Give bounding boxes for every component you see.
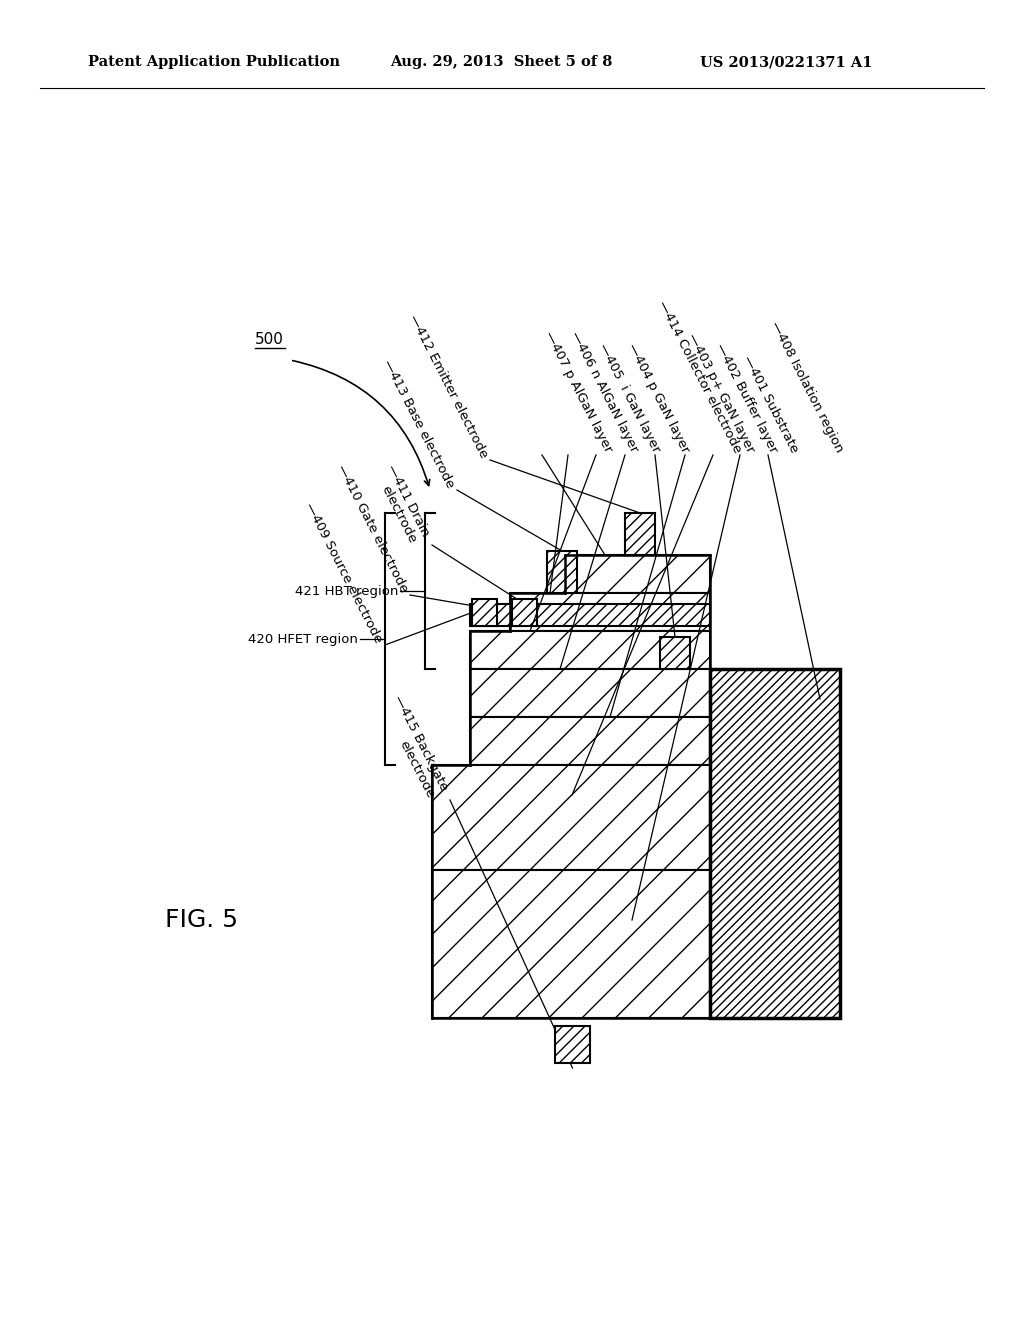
Bar — [660, 638, 690, 669]
Text: 421 HBT region: 421 HBT region — [295, 585, 398, 598]
Bar — [472, 599, 497, 626]
Bar — [547, 550, 577, 593]
Bar — [565, 554, 710, 593]
Text: —403 p+ GaN layer: —403 p+ GaN layer — [685, 331, 757, 455]
Text: —414 Collector electrode: —414 Collector electrode — [655, 298, 743, 455]
Text: 500: 500 — [255, 333, 284, 347]
Text: —402 Buffer layer: —402 Buffer layer — [713, 341, 779, 455]
Text: —408 Isolation region: —408 Isolation region — [768, 319, 846, 455]
Text: US 2013/0221371 A1: US 2013/0221371 A1 — [700, 55, 872, 69]
Text: —405  i GaN layer: —405 i GaN layer — [596, 342, 663, 455]
Text: —404 p GaN layer: —404 p GaN layer — [625, 341, 691, 455]
Text: —413 Base electrode: —413 Base electrode — [381, 358, 457, 490]
Text: —409 Source electrode: —409 Source electrode — [303, 500, 385, 645]
Text: —410 Gate electrode: —410 Gate electrode — [334, 463, 410, 595]
Text: —412 Emitter electrode: —412 Emitter electrode — [407, 313, 490, 459]
Bar — [625, 513, 655, 554]
Text: —407 p AlGaN layer: —407 p AlGaN layer — [542, 330, 614, 455]
Text: —401 Substrate: —401 Substrate — [740, 354, 801, 455]
Bar — [470, 669, 710, 717]
Text: 420 HFET region: 420 HFET region — [248, 632, 358, 645]
Bar — [710, 669, 840, 1018]
Bar — [555, 1026, 590, 1063]
Text: —406 n AlGaN layer: —406 n AlGaN layer — [568, 330, 640, 455]
Text: —415 Backgate
electrode: —415 Backgate electrode — [377, 693, 450, 800]
Text: FIG. 5: FIG. 5 — [165, 908, 238, 932]
Bar — [432, 870, 710, 1018]
Text: Patent Application Publication: Patent Application Publication — [88, 55, 340, 69]
Bar — [510, 593, 710, 631]
Bar — [432, 766, 710, 870]
Bar — [470, 717, 710, 766]
Text: —411 Drain
electrode: —411 Drain electrode — [372, 462, 432, 545]
Text: Aug. 29, 2013  Sheet 5 of 8: Aug. 29, 2013 Sheet 5 of 8 — [390, 55, 612, 69]
Bar — [470, 631, 710, 669]
Bar — [512, 599, 537, 626]
Bar — [470, 605, 710, 626]
